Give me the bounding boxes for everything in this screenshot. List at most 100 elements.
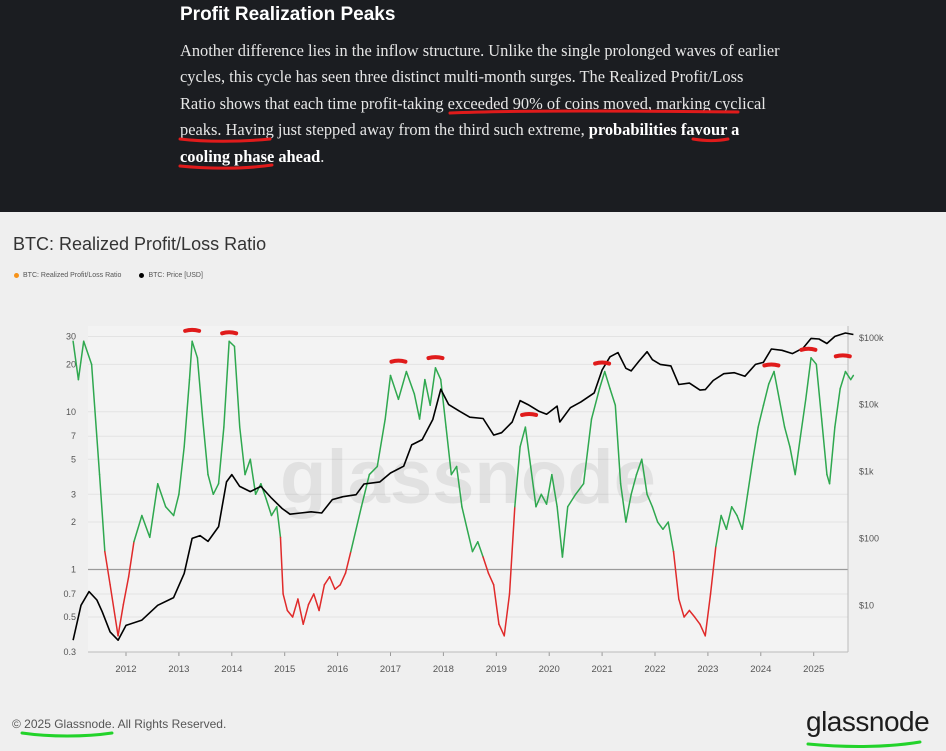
- ratio-line-segment: [228, 340, 236, 348]
- x-tick-label: 2020: [539, 664, 560, 675]
- legend-label: BTC: Price [USD]: [148, 272, 203, 279]
- ratio-line-segment: [450, 465, 458, 476]
- x-tick-label: 2013: [168, 664, 189, 675]
- ratio-line-segment: [635, 458, 643, 476]
- ratio-line-segment: [98, 473, 106, 553]
- ratio-line-segment: [72, 340, 80, 381]
- y-right-tick-label: $10: [859, 600, 874, 610]
- y-left-tick-label: 0.7: [63, 589, 76, 599]
- ratio-line-segment: [651, 506, 659, 523]
- ratio-line-segment: [318, 584, 326, 612]
- ratio-line-segment: [646, 493, 654, 508]
- ratio-line-segment: [598, 370, 606, 390]
- ratio-line-segment: [265, 498, 273, 517]
- ratio-line-segment: [603, 370, 611, 390]
- ratio-line-segment: [127, 541, 135, 578]
- ratio-line-segment: [487, 572, 495, 586]
- legend-item-price[interactable]: BTC: Price [USD]: [139, 272, 203, 279]
- ratio-line-segment: [217, 426, 225, 485]
- ratio-line-segment: [762, 383, 770, 407]
- ratio-line-segment: [82, 340, 93, 366]
- ratio-line-segment: [709, 545, 717, 595]
- ratio-line-segment: [789, 446, 796, 476]
- ratio-line-segment: [529, 465, 537, 508]
- ratio-line-segment: [849, 374, 855, 381]
- ratio-line-segment: [178, 446, 185, 496]
- glassnode-logo: glassnode: [806, 706, 930, 737]
- ratio-line-segment: [683, 609, 691, 618]
- y-right-tick-label: $10k: [859, 400, 879, 410]
- ratio-line-segment: [561, 506, 569, 558]
- underlined-phrase-1: each time profit-taking exceeded 90% of …: [293, 93, 648, 113]
- ratio-line-segment: [524, 426, 532, 468]
- ratio-line-segment: [270, 506, 278, 517]
- ratio-line-segment: [424, 378, 431, 407]
- ratio-line-segment: [482, 556, 490, 574]
- ratio-line-segment: [141, 514, 151, 539]
- ratio-line-segment: [503, 593, 511, 637]
- ratio-line-segment: [783, 426, 791, 448]
- ratio-line-segment: [799, 398, 807, 437]
- ratio-line-segment: [279, 536, 284, 595]
- text-comma: ,: [580, 120, 589, 140]
- legend-item-ratio[interactable]: BTC: Realized Profit/Loss Ratio: [14, 272, 121, 279]
- ratio-line-segment: [196, 357, 204, 420]
- ratio-line-segment: [498, 623, 505, 637]
- ratio-line-segment: [545, 473, 553, 505]
- ratio-line-segment: [440, 378, 447, 428]
- ratio-line-segment: [201, 418, 209, 476]
- ratio-line-segment: [834, 388, 841, 428]
- y-left-tick-label: 30: [66, 332, 76, 342]
- ratio-line-segment: [609, 388, 617, 407]
- ratio-line-segment: [625, 493, 632, 523]
- peak-marker: [762, 362, 781, 368]
- y-left-tick-label: 2: [71, 517, 76, 527]
- ratio-line-segment: [461, 506, 468, 531]
- ratio-line-segment: [376, 418, 386, 468]
- ratio-line-segment: [183, 378, 191, 448]
- ratio-line-segment: [566, 493, 577, 508]
- ratio-line-segment: [820, 418, 828, 476]
- ratio-line-segment: [699, 623, 707, 637]
- ratio-line-segment: [164, 506, 175, 517]
- ratio-line-segment: [466, 528, 474, 553]
- ratio-line-segment: [508, 506, 516, 595]
- ratio-line-segment: [405, 370, 416, 395]
- article-section: Profit Realization Peaks Another differe…: [0, 0, 946, 212]
- ratio-line-segment: [736, 514, 744, 531]
- ratio-line-segment: [551, 473, 558, 508]
- legend-dot-icon: [139, 273, 145, 278]
- x-tick-label: 2022: [644, 664, 665, 675]
- plot-area: [88, 326, 848, 652]
- x-tick-label: 2019: [486, 664, 507, 675]
- peak-marker: [426, 355, 445, 361]
- ratio-line-segment: [678, 598, 685, 618]
- x-tick-label: 2015: [274, 664, 295, 675]
- ratio-line-segment: [282, 593, 289, 612]
- y-left-tick-label: 5: [71, 454, 76, 464]
- ratio-line-segment: [397, 370, 408, 401]
- ratio-line-segment: [519, 426, 527, 448]
- chart-legend: BTC: Realized Profit/Loss Ratio BTC: Pri…: [14, 272, 203, 279]
- y-left-tick-label: 3: [71, 489, 76, 499]
- ratio-line-segment: [207, 473, 215, 496]
- bold-conclusion: probabilities favour a cooling phase ahe…: [180, 120, 740, 166]
- peak-marker: [593, 360, 612, 366]
- y-left-tick-label: 1: [71, 565, 76, 575]
- ratio-line-segment: [556, 506, 564, 558]
- ratio-line-segment: [574, 482, 585, 496]
- ratio-line-segment: [350, 506, 363, 553]
- ratio-line-segment: [297, 598, 304, 625]
- ratio-line-segment: [291, 598, 299, 618]
- ratio-line-segment: [413, 393, 421, 420]
- ratio-line-segment: [302, 603, 310, 625]
- ratio-line-segment: [492, 584, 500, 625]
- x-tick-label: 2025: [803, 664, 824, 675]
- ratio-line-segment: [815, 363, 823, 420]
- ratio-line-segment: [389, 374, 400, 401]
- ratio-line-segment: [233, 345, 241, 428]
- ratio-line-segment: [828, 426, 836, 485]
- ratio-line-segment: [434, 367, 442, 381]
- ratio-line-segment: [307, 593, 315, 606]
- ratio-line-segment: [323, 575, 331, 586]
